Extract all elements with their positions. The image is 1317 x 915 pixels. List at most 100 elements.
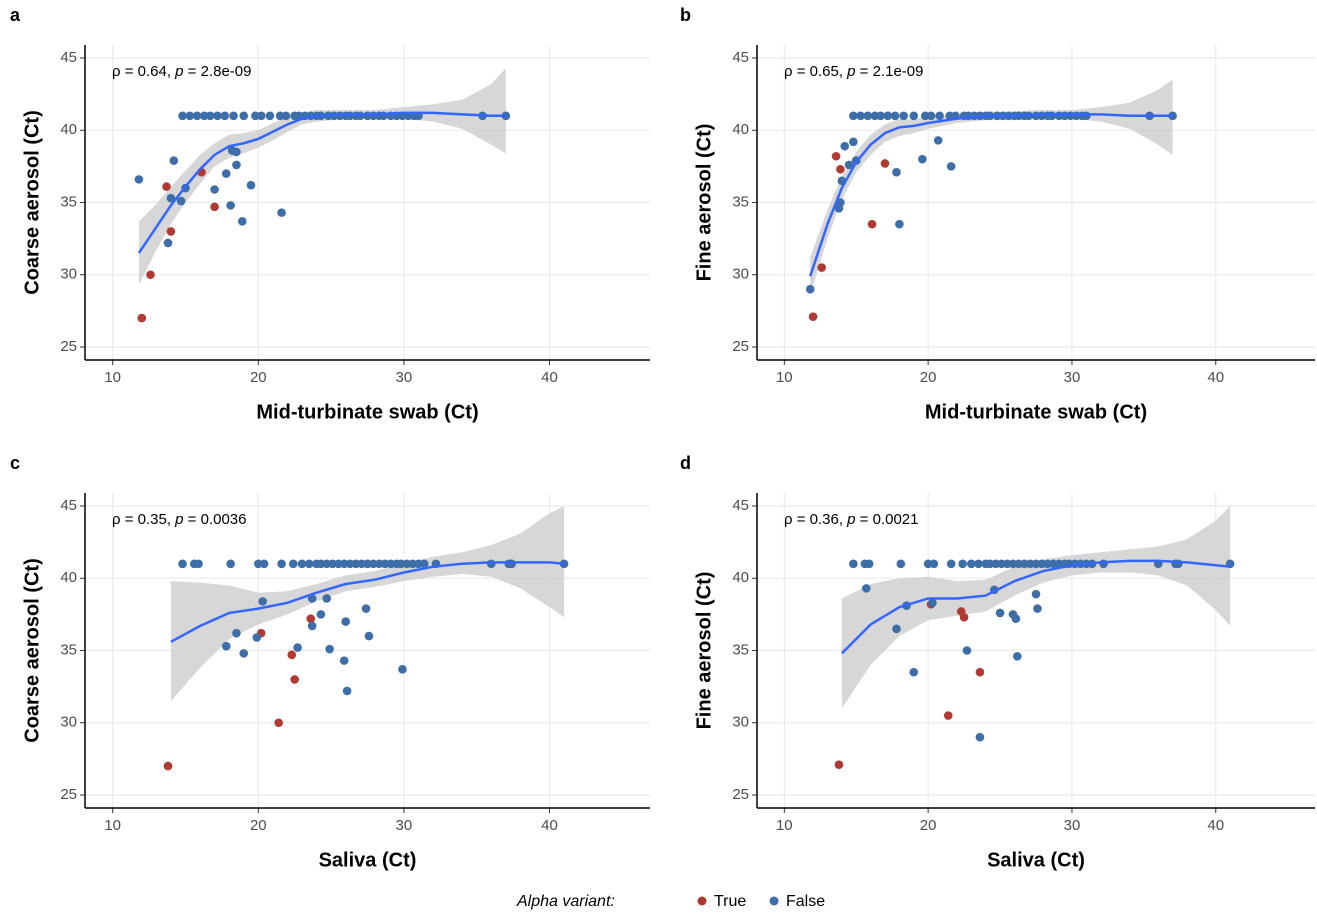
point bbox=[1013, 651, 1022, 661]
point bbox=[166, 193, 176, 203]
point bbox=[258, 597, 267, 606]
y-tick-label: 25 bbox=[732, 338, 749, 355]
point bbox=[169, 156, 179, 165]
annotation-part: p bbox=[174, 511, 183, 528]
point bbox=[232, 160, 241, 170]
point bbox=[274, 718, 283, 728]
point bbox=[836, 164, 845, 174]
annotation: ρ = 0.64, p = 2.8e-09 bbox=[112, 63, 251, 80]
annotation-part: = 2.1e-09 bbox=[856, 63, 924, 80]
point bbox=[849, 137, 858, 147]
y-tick-label: 30 bbox=[60, 714, 77, 731]
point bbox=[995, 608, 1005, 618]
point bbox=[419, 559, 429, 569]
x-tick-label: 20 bbox=[250, 817, 267, 834]
point bbox=[166, 227, 176, 236]
point bbox=[918, 154, 927, 164]
point bbox=[259, 559, 269, 569]
point bbox=[1082, 111, 1091, 121]
point bbox=[1099, 559, 1108, 569]
x-axis-label: Mid-turbinate swab (Ct) bbox=[925, 401, 1147, 423]
panel-label: a bbox=[10, 5, 21, 25]
panel: a 10 20 30 40 25 30 35 40 45 Mid-turbinate swab (C… bbox=[10, 5, 650, 423]
confidence-band bbox=[810, 79, 1173, 295]
point bbox=[210, 185, 219, 194]
point bbox=[339, 656, 349, 665]
point bbox=[178, 111, 187, 121]
point bbox=[307, 594, 317, 603]
y-tick-label: 25 bbox=[60, 786, 77, 803]
point bbox=[831, 151, 841, 161]
point bbox=[265, 111, 275, 121]
point bbox=[864, 559, 874, 569]
point bbox=[896, 559, 906, 569]
y-axis-label: Fine aerosol (Ct) bbox=[693, 572, 715, 730]
point bbox=[863, 111, 873, 121]
point bbox=[962, 646, 972, 655]
x-axis-label: Mid-turbinate swab (Ct) bbox=[256, 401, 478, 423]
point bbox=[486, 559, 496, 569]
point bbox=[890, 111, 900, 121]
point bbox=[293, 643, 302, 652]
point bbox=[808, 312, 818, 321]
x-tick-label: 10 bbox=[104, 369, 121, 386]
x-tick-label: 30 bbox=[1064, 369, 1081, 386]
y-tick-label: 45 bbox=[60, 497, 77, 514]
point bbox=[185, 111, 195, 121]
x-tick-label: 30 bbox=[396, 817, 413, 834]
y-axis-label: Coarse aerosol (Ct) bbox=[21, 110, 43, 295]
y-tick-label: 35 bbox=[732, 641, 749, 658]
point bbox=[946, 559, 956, 569]
annotation: ρ = 0.36, p = 0.0021 bbox=[784, 511, 919, 528]
x-tick-label: 30 bbox=[396, 369, 413, 386]
smooth-line bbox=[809, 113, 1173, 277]
point bbox=[883, 111, 893, 121]
point bbox=[341, 617, 350, 626]
point bbox=[935, 111, 944, 121]
point bbox=[364, 631, 374, 641]
point bbox=[194, 559, 203, 569]
point bbox=[226, 201, 235, 210]
annotation-part: p bbox=[846, 511, 855, 528]
point bbox=[946, 162, 956, 171]
x-tick-label: 40 bbox=[541, 369, 558, 386]
x-tick-label: 10 bbox=[776, 817, 793, 834]
y-tick-label: 30 bbox=[732, 266, 749, 283]
point bbox=[966, 559, 976, 569]
point bbox=[277, 559, 286, 569]
point bbox=[134, 175, 144, 184]
point bbox=[316, 610, 326, 619]
point bbox=[307, 621, 317, 631]
legend-title: Alpha variant: bbox=[516, 893, 615, 910]
y-tick-label: 40 bbox=[60, 569, 77, 586]
point bbox=[856, 111, 865, 121]
y-axis-label: Fine aerosol (Ct) bbox=[693, 124, 715, 282]
point bbox=[221, 641, 231, 651]
y-tick-label: 30 bbox=[60, 266, 77, 283]
point bbox=[928, 598, 937, 608]
point bbox=[322, 594, 332, 603]
x-tick-label: 30 bbox=[1064, 817, 1081, 834]
annotation-part: ρ = 0.36, bbox=[784, 511, 847, 528]
panel-label: b bbox=[680, 5, 691, 25]
point bbox=[304, 559, 314, 569]
point bbox=[237, 216, 247, 226]
point bbox=[220, 111, 230, 121]
y-tick-label: 25 bbox=[60, 338, 77, 355]
point bbox=[162, 182, 171, 191]
point bbox=[974, 559, 983, 569]
legend-label: True bbox=[714, 893, 746, 910]
point bbox=[876, 111, 885, 121]
point bbox=[325, 644, 334, 654]
annotation-part: ρ = 0.64, bbox=[112, 63, 175, 80]
point bbox=[205, 111, 215, 121]
point bbox=[501, 111, 511, 121]
point bbox=[959, 612, 969, 622]
point bbox=[246, 180, 256, 190]
point bbox=[805, 284, 815, 294]
point bbox=[975, 667, 985, 677]
point bbox=[290, 675, 299, 684]
point bbox=[1033, 604, 1042, 613]
point bbox=[975, 732, 985, 742]
